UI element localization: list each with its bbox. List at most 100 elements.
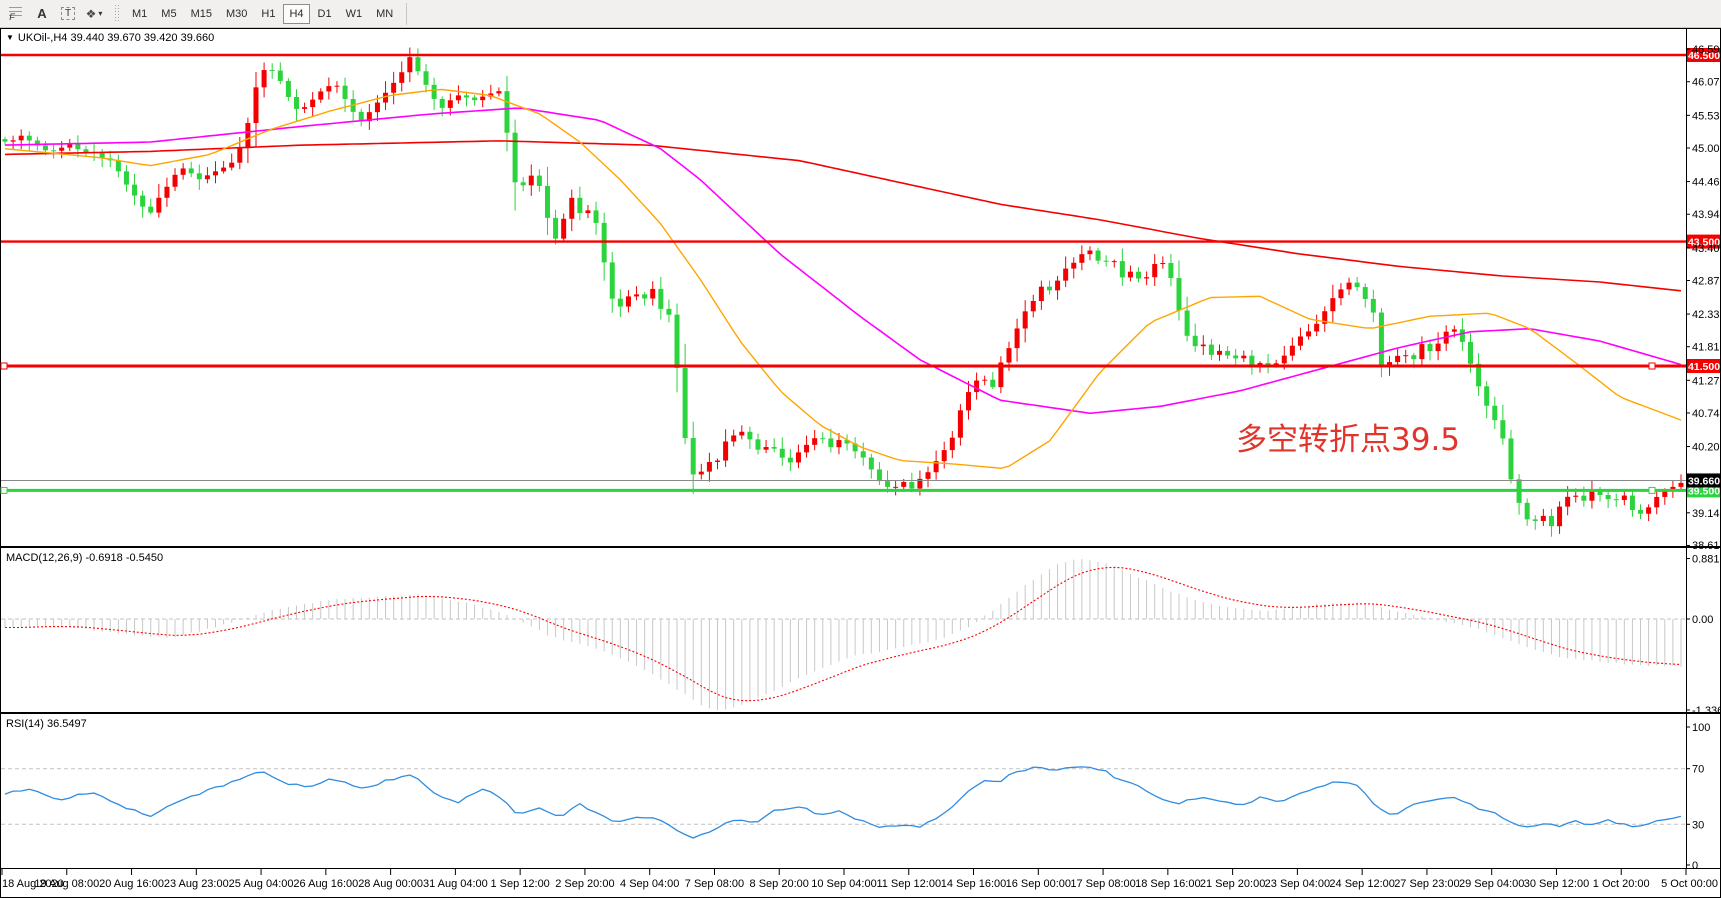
svg-text:41.270: 41.270 (1692, 375, 1721, 387)
svg-text:0.00: 0.00 (1692, 614, 1713, 626)
svg-text:41.810: 41.810 (1692, 342, 1721, 354)
collapse-arrow-icon[interactable]: ▼ (6, 33, 14, 42)
svg-text:23 Sep 04:00: 23 Sep 04:00 (1265, 878, 1330, 890)
svg-text:0: 0 (1692, 860, 1698, 872)
svg-text:39.660: 39.660 (1688, 475, 1720, 487)
macd-indicator-label: MACD(12,26,9) -0.6918 -0.5450 (6, 552, 164, 564)
timeframe-button-H4[interactable]: H4 (283, 3, 310, 24)
level-handle-right-39.500[interactable] (1648, 486, 1656, 494)
svg-text:8 Sep 20:00: 8 Sep 20:00 (750, 878, 809, 890)
svg-text:46.500: 46.500 (1688, 50, 1720, 62)
dropdown-caret-icon[interactable]: ▾ (98, 9, 103, 18)
chart-symbol-period: UKOil-,H4 (17, 32, 68, 44)
toolbar-separator (406, 2, 408, 25)
macd-axis[interactable]: 0.8812 0.00 -1.3368 (1686, 554, 1721, 717)
svg-text:39.500: 39.500 (1688, 485, 1720, 497)
rsi-axis[interactable]: 100 70 30 0 (1686, 722, 1710, 872)
level-handle-left-41.500[interactable] (0, 362, 8, 370)
svg-text:24 Sep 12:00: 24 Sep 12:00 (1329, 878, 1394, 890)
toolbar: F A T ❖ ▾ M1 M5 M15 M30 H1 H4 D1 W1 MN (0, 0, 1721, 28)
svg-text:41.500: 41.500 (1688, 361, 1720, 373)
svg-text:5 Oct 00:00: 5 Oct 00:00 (1661, 878, 1718, 890)
svg-text:28 Aug 00:00: 28 Aug 00:00 (358, 878, 423, 890)
svg-text:20 Aug 16:00: 20 Aug 16:00 (99, 878, 164, 890)
svg-text:46.595: 46.595 (1692, 44, 1721, 56)
svg-text:30 Sep 12:00: 30 Sep 12:00 (1524, 878, 1589, 890)
price-axis[interactable]: 46.595 46.070 45.530 45.005 44.465 43.940 43.4… (1686, 44, 1721, 552)
timeframe-button-M15[interactable]: M15 (185, 4, 218, 24)
svg-text:10 Sep 04:00: 10 Sep 04:00 (811, 878, 876, 890)
price-badge-46.500 (1687, 48, 1720, 62)
main-panel (0, 28, 1721, 547)
text-icon: A (37, 5, 47, 21)
svg-text:14 Sep 16:00: 14 Sep 16:00 (941, 878, 1006, 890)
ma-red-line (4, 140, 1682, 292)
svg-text:18 Aug 2020: 18 Aug 2020 (2, 878, 64, 890)
text-tool-button[interactable]: A (29, 3, 55, 25)
ma-magenta-line (4, 107, 1682, 415)
svg-text:19 Aug 08:00: 19 Aug 08:00 (34, 878, 99, 890)
svg-text:21 Sep 20:00: 21 Sep 20:00 (1200, 878, 1265, 890)
svg-text:42.875: 42.875 (1692, 275, 1721, 287)
text-label-icon: T (60, 7, 76, 20)
svg-text:46.070: 46.070 (1692, 77, 1721, 89)
svg-text:39.140: 39.140 (1692, 508, 1721, 520)
chart-title: ▼ UKOil-,H4 39.440 39.670 39.420 39.660 (6, 32, 214, 44)
rsi-line (4, 766, 1682, 839)
svg-text:43.940: 43.940 (1692, 209, 1721, 221)
macd-histogram (4, 559, 1682, 711)
svg-text:17 Sep 08:00: 17 Sep 08:00 (1070, 878, 1135, 890)
macd-panel (0, 547, 1721, 713)
svg-text:100: 100 (1692, 722, 1710, 734)
price-badge-41.500 (1687, 359, 1720, 373)
svg-text:27 Sep 23:00: 27 Sep 23:00 (1394, 878, 1459, 890)
time-axis-strip[interactable] (0, 868, 1721, 898)
svg-text:1 Sep 12:00: 1 Sep 12:00 (490, 878, 549, 890)
svg-text:16 Sep 00:00: 16 Sep 00:00 (1006, 878, 1071, 890)
fibonacci-tool-button[interactable]: F (3, 2, 29, 25)
candles-layer (2, 47, 1684, 537)
timeframe-button-M30[interactable]: M30 (220, 4, 253, 24)
timeframe-button-H1[interactable]: H1 (255, 4, 281, 24)
svg-text:38.615: 38.615 (1692, 540, 1721, 552)
timeframe-button-M1[interactable]: M1 (126, 4, 153, 24)
text-label-tool-button[interactable]: T (55, 3, 81, 25)
price-badge-43.500 (1687, 234, 1720, 249)
svg-text:40.745: 40.745 (1692, 408, 1721, 420)
svg-text:44.465: 44.465 (1692, 177, 1721, 189)
chart-annotation-text: 多空转折点39.5 (1236, 422, 1461, 458)
svg-text:11 Sep 12:00: 11 Sep 12:00 (876, 878, 941, 890)
rsi-indicator-label: RSI(14) 36.5497 (6, 718, 87, 730)
svg-text:7 Sep 08:00: 7 Sep 08:00 (685, 878, 744, 890)
svg-text:-1.3368: -1.3368 (1692, 705, 1721, 717)
current-price-badge (1687, 473, 1720, 488)
svg-text:40.205: 40.205 (1692, 442, 1721, 454)
svg-text:23 Aug 23:00: 23 Aug 23:00 (164, 878, 229, 890)
svg-text:45.005: 45.005 (1692, 143, 1721, 155)
toolbar-grip[interactable] (115, 3, 119, 24)
level-handle-right-41.500[interactable] (1648, 362, 1656, 370)
ma-orange-line (4, 88, 1682, 470)
svg-text:45.530: 45.530 (1692, 110, 1721, 122)
arrows-tool-button[interactable]: ❖ ▾ (81, 3, 107, 25)
svg-text:18 Sep 16:00: 18 Sep 16:00 (1135, 878, 1200, 890)
svg-text:42.335: 42.335 (1692, 309, 1721, 321)
chart-ohlc-values: 39.440 39.670 39.420 39.660 (70, 32, 215, 44)
svg-text:43.400: 43.400 (1692, 243, 1721, 255)
timeframe-button-MN[interactable]: MN (370, 4, 399, 24)
arrows-icon: ❖ (85, 6, 97, 21)
svg-text:29 Sep 04:00: 29 Sep 04:00 (1459, 878, 1524, 890)
timeframe-button-M5[interactable]: M5 (155, 4, 182, 24)
svg-text:4 Sep 04:00: 4 Sep 04:00 (620, 878, 679, 890)
rsi-panel (0, 713, 1721, 869)
level-handle-left-39.500[interactable] (0, 486, 8, 494)
macd-signal-line (5, 566, 1682, 702)
svg-text:31 Aug 04:00: 31 Aug 04:00 (423, 878, 488, 890)
svg-text:26 Aug 16:00: 26 Aug 16:00 (293, 878, 358, 890)
timeframe-button-D1[interactable]: D1 (312, 4, 338, 24)
timeframe-button-W1[interactable]: W1 (340, 4, 369, 24)
svg-text:70: 70 (1692, 764, 1704, 776)
